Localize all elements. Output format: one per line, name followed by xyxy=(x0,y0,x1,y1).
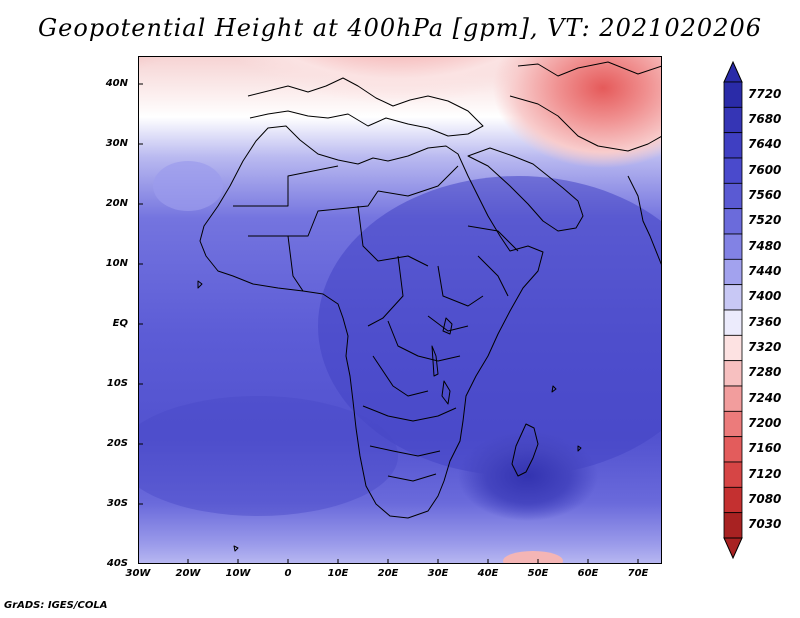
colorbar-swatch xyxy=(723,284,743,311)
colorbar-level-label: 7030 xyxy=(748,517,782,532)
field-sw-trough xyxy=(138,396,398,516)
colorbar-swatch xyxy=(723,385,743,412)
coastlines xyxy=(197,61,662,552)
colorbar-level-label: 7480 xyxy=(748,238,782,253)
colorbar-swatch xyxy=(723,309,743,336)
colorbar-swatch xyxy=(723,233,743,260)
lat-label-40n: 40N xyxy=(105,78,128,89)
colorbar-swatch xyxy=(723,258,743,286)
lat-label-20n: 20N xyxy=(105,198,128,209)
lat-label-40s: 40S xyxy=(106,558,128,569)
lon-label-20e: 20E xyxy=(377,568,399,579)
colorbar-level-label: 7720 xyxy=(748,86,782,101)
colorbar-level-label: 7360 xyxy=(748,314,782,329)
colorbar-swatch xyxy=(723,360,743,387)
lon-label-10w: 10W xyxy=(225,568,251,579)
colorbar-swatch xyxy=(723,182,743,210)
lon-label-50e: 50E xyxy=(527,568,549,579)
colorbar-swatch xyxy=(723,334,743,362)
colorbar-level-label: 7600 xyxy=(748,162,782,177)
colorbar-swatch xyxy=(723,106,743,134)
colorbar-swatch xyxy=(723,208,743,235)
field-northeast-ridge xyxy=(493,56,662,168)
lon-label-60e: 60E xyxy=(577,568,599,579)
lon-label-70e: 70E xyxy=(627,568,649,579)
map-title: Geopotential Height at 400hPa [gpm], VT:… xyxy=(38,14,762,42)
field-west-bulge xyxy=(153,161,223,211)
colorbar-top-arrow xyxy=(723,60,743,83)
lat-label-30s: 30S xyxy=(106,498,128,509)
colorbar-level-label: 7440 xyxy=(748,264,782,278)
lat-label-20s: 20S xyxy=(106,438,128,449)
lon-label-10e: 10E xyxy=(327,568,349,579)
lat-label-10s: 10S xyxy=(106,378,128,389)
field-madagascar-low xyxy=(458,431,598,521)
colorbar-level-label: 7520 xyxy=(748,213,782,228)
lat-label-30n: 30N xyxy=(105,138,128,149)
colorbar-level-label: 7160 xyxy=(748,441,782,456)
colorbar-swatch xyxy=(723,436,743,463)
lon-label-0: 0 xyxy=(284,568,292,579)
field-south-ridge xyxy=(503,551,563,564)
field-northwest-ridge xyxy=(138,56,278,116)
map-tick-marks xyxy=(138,83,639,564)
lon-label-30w: 30W xyxy=(125,568,151,579)
colorbar-level-label: 7320 xyxy=(748,340,782,354)
colorbar-bottom-arrow xyxy=(723,537,743,560)
colorbar-swatch xyxy=(723,157,743,184)
colorbar-swatch xyxy=(723,486,743,514)
colorbar-level-label: 7080 xyxy=(748,492,782,506)
lat-label-eq: EQ xyxy=(112,318,128,329)
lon-label-20w: 20W xyxy=(175,568,201,579)
lon-label-30e: 30E xyxy=(427,568,449,579)
colorbar-level-label: 7200 xyxy=(748,416,782,430)
colorbar-swatch xyxy=(723,132,743,159)
grads-credit: GrADS: IGES/COLA xyxy=(4,600,108,611)
field-east-trough xyxy=(318,176,662,476)
colorbar-level-label: 7240 xyxy=(748,390,782,405)
map-frame xyxy=(138,56,662,564)
colorbar xyxy=(723,60,743,560)
colorbar-swatch xyxy=(723,461,743,488)
lat-label-10n: 10N xyxy=(105,258,128,269)
lon-label-40e: 40E xyxy=(477,568,499,579)
colorbar-level-label: 7680 xyxy=(748,112,782,126)
colorbar-level-label: 7560 xyxy=(748,188,782,202)
colorbar-level-label: 7640 xyxy=(748,137,782,152)
colorbar-level-label: 7280 xyxy=(748,365,782,380)
colorbar-level-label: 7400 xyxy=(748,289,782,304)
colorbar-swatch xyxy=(723,512,743,539)
colorbar-level-label: 7120 xyxy=(748,466,782,481)
geopotential-map xyxy=(138,56,662,564)
colorbar-swatch xyxy=(723,410,743,438)
colorbar-swatch xyxy=(723,81,743,108)
